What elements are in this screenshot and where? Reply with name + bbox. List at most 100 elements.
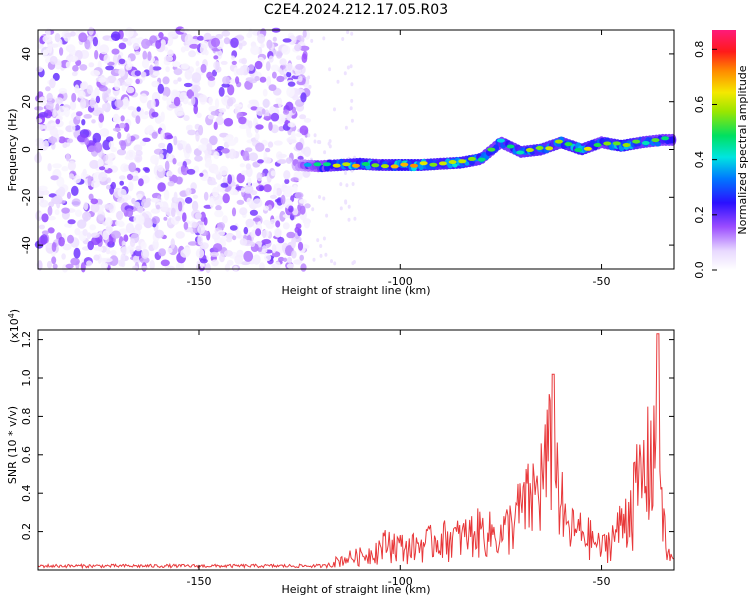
noise-blob [109,255,119,267]
signal-core [303,162,312,167]
noise-blob [141,59,150,69]
noise-blob [160,259,170,267]
noise-blob [84,137,90,146]
noise-blob [282,38,292,43]
noise-blob [212,186,219,198]
noise-blob [111,48,120,55]
noise-blob [228,148,237,160]
noise-blob [299,254,305,261]
noise-blob [162,95,168,101]
noise-blob [66,191,72,199]
noise-blob [263,156,272,164]
noise-blob [92,132,102,144]
noise-blob [84,39,91,50]
noise-blob [213,55,219,60]
noise-blob [295,132,303,138]
noise-blob [123,234,129,242]
snr-y-tick-label: 1.2 [20,331,33,349]
noise-speckle [307,75,311,80]
noise-blob [173,96,181,107]
colorbar-label: Normalized spectral amplitude [736,65,749,234]
noise-blob [276,204,284,210]
noise-blob [205,263,211,274]
noise-blob [171,61,181,68]
noise-blob [66,138,74,144]
signal-core [419,161,428,166]
noise-blob [264,254,272,262]
noise-speckle [307,133,311,138]
noise-blob [113,79,121,91]
noise-blob [186,89,195,99]
noise-blob [53,195,63,204]
noise-blob [121,84,126,92]
noise-blob [152,239,159,250]
noise-blob [209,251,219,257]
noise-blob [42,35,53,43]
noise-speckle [323,150,327,155]
noise-speckle [344,125,348,130]
noise-blob [213,151,220,160]
noise-blob [52,72,60,81]
noise-blob [46,92,53,102]
noise-blob [166,134,174,140]
noise-blob [125,64,132,71]
noise-blob [122,37,128,42]
colorbar-tick-label: 0.4 [693,151,706,169]
noise-blob [58,236,65,247]
noise-blob [90,232,100,238]
signal-core [506,144,515,149]
noise-blob [151,131,158,139]
noise-blob [167,49,174,57]
noise-blob [294,192,304,199]
signal-core [603,141,612,146]
noise-speckle [345,183,349,188]
noise-blob [55,118,61,125]
noise-blob [193,104,198,115]
noise-blob [299,45,310,51]
noise-blob [47,136,58,144]
noise-speckle [353,216,357,221]
noise-blob [178,201,183,212]
noise-blob [134,51,140,56]
noise-blob [158,32,164,39]
noise-blob [282,109,290,115]
noise-speckle [347,217,351,222]
noise-blob [166,152,173,162]
noise-blob [298,199,307,204]
noise-blob [71,123,76,133]
noise-blob [286,257,292,264]
noise-blob [42,140,49,150]
noise-blob [195,212,202,220]
noise-blob [184,197,193,204]
noise-blob [224,263,230,272]
noise-blob [227,174,233,185]
spectrogram-y-tick-label: 40 [20,47,33,61]
noise-speckle [346,65,350,70]
noise-blob [263,116,272,121]
noise-blob [217,222,226,230]
noise-blob [54,209,60,216]
spectrogram-noise [34,26,357,274]
noise-speckle [350,82,354,87]
noise-blob [82,211,92,221]
noise-blob [257,247,263,252]
noise-blob [263,219,271,226]
noise-blob [200,63,207,73]
noise-blob [227,139,237,146]
noise-blob [261,239,272,245]
noise-blob [197,35,204,41]
noise-blob [118,68,126,77]
noise-blob [120,253,126,263]
noise-blob [112,115,121,124]
noise-blob [47,227,55,234]
noise-blob [255,124,264,130]
signal-core [525,148,534,152]
noise-blob [248,120,253,129]
noise-blob [142,137,151,142]
noise-blob [45,101,54,110]
noise-blob [71,198,81,207]
noise-blob [214,200,220,206]
noise-blob [71,185,79,196]
colorbar-gradient [712,30,736,270]
noise-blob [231,60,237,65]
